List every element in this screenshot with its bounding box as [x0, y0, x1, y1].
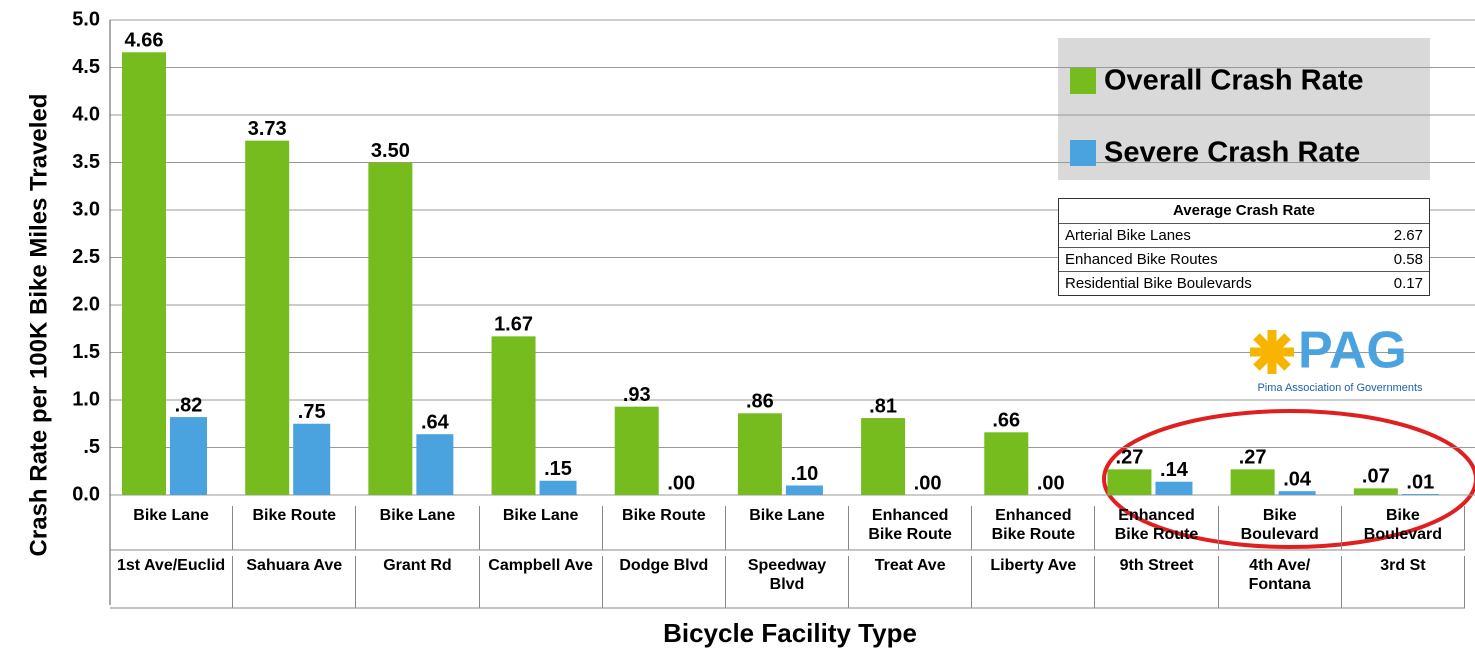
- legend-label: Overall Crash Rate: [1104, 65, 1364, 97]
- value-label: 1.67: [494, 314, 533, 336]
- bar: [614, 406, 659, 495]
- bar: [491, 336, 536, 495]
- value-label: .81: [869, 395, 897, 417]
- value-label: .75: [298, 401, 326, 423]
- value-label: 3.73: [248, 118, 287, 140]
- bar: [984, 432, 1029, 495]
- facility-type: Bike Boulevard: [1219, 506, 1342, 550]
- y-tick-label: 1.0: [72, 388, 100, 410]
- inset-row: Arterial Bike Lanes 2.67: [1059, 223, 1429, 247]
- value-label: .14: [1160, 459, 1189, 481]
- logo-caption: Pima Association of Governments: [1257, 382, 1423, 394]
- facility-type: Enhanced Bike Route: [1095, 506, 1219, 550]
- inset-row: Residential Bike Boulevards 0.17: [1059, 271, 1429, 295]
- value-label: .04: [1283, 468, 1312, 490]
- legend-box: [1058, 38, 1430, 180]
- y-tick-label: 3.5: [72, 151, 100, 173]
- value-label: .64: [421, 411, 450, 433]
- value-label: .82: [175, 394, 203, 416]
- facility-type: Bike Route: [233, 506, 357, 550]
- x-axis-label: Bicycle Facility Type: [663, 618, 917, 648]
- y-tick-label: 2.0: [72, 293, 100, 315]
- bar: [737, 413, 782, 495]
- category-label: Speedway Blvd: [726, 556, 850, 608]
- highlight-ellipse: [1102, 409, 1475, 549]
- value-label: 3.50: [371, 140, 410, 162]
- category-label: Grant Rd: [356, 556, 480, 608]
- bar: [1278, 491, 1316, 495]
- facility-type: Bike Lane: [480, 506, 603, 550]
- category-label: 1st Ave/Euclid: [110, 556, 234, 608]
- bar: [539, 480, 577, 495]
- legend-swatch: [1070, 140, 1096, 166]
- value-label: .07: [1362, 466, 1390, 488]
- bar: [416, 434, 454, 495]
- category-label: Campbell Ave: [480, 556, 603, 608]
- value-label: .00: [914, 472, 942, 494]
- bar: [861, 418, 906, 495]
- category-label: Sahuara Ave: [233, 556, 357, 608]
- legend-label: Severe Crash Rate: [1104, 137, 1360, 169]
- bar: [785, 485, 823, 495]
- value-label: .66: [992, 410, 1020, 432]
- facility-type: Bike Lane: [726, 506, 850, 550]
- y-tick-label: .5: [83, 436, 100, 458]
- value-label: .15: [544, 458, 572, 480]
- facility-type: Enhanced Bike Route: [972, 506, 1096, 550]
- value-label: .86: [746, 391, 774, 413]
- category-label: Treat Ave: [849, 556, 973, 608]
- bar: [1401, 494, 1439, 495]
- bar: [368, 162, 413, 495]
- value-label: .93: [623, 384, 651, 406]
- bar: [170, 417, 207, 495]
- bar: [1107, 469, 1152, 495]
- category-label: Dodge Blvd: [603, 556, 726, 608]
- facility-type: Bike Boulevard: [1342, 506, 1465, 550]
- facility-type: Bike Lane: [110, 506, 234, 550]
- inset-title: Average Crash Rate: [1172, 202, 1315, 219]
- y-tick-label: 0.0: [72, 483, 100, 505]
- inset-row: Enhanced Bike Routes 0.58: [1059, 247, 1429, 271]
- bar: [122, 52, 166, 496]
- category-label: 3rd St: [1342, 556, 1465, 608]
- value-label: 4.66: [125, 30, 164, 52]
- value-label: .01: [1406, 471, 1434, 493]
- value-label: .00: [1037, 472, 1065, 494]
- inset-cell: Arterial Bike Lanes: [1065, 227, 1191, 244]
- value-label: .27: [1239, 447, 1267, 469]
- bar: [245, 140, 290, 495]
- category-label: 9th Street: [1095, 556, 1219, 608]
- inset-cell: 0.17: [1393, 275, 1423, 292]
- legend-swatch: [1070, 68, 1096, 94]
- bar: [1230, 469, 1275, 495]
- y-axis-label: Crash Rate per 100K Bike Miles Traveled: [25, 94, 52, 557]
- y-tick-label: 4.5: [72, 56, 100, 78]
- y-tick-label: 4.0: [72, 103, 100, 125]
- facility-type: Bike Lane: [356, 506, 480, 550]
- category-label: Liberty Ave: [972, 556, 1096, 608]
- value-label: .00: [667, 472, 695, 494]
- bar: [1155, 481, 1193, 495]
- facility-type: Enhanced Bike Route: [849, 506, 973, 550]
- inset-cell: Residential Bike Boulevards: [1065, 275, 1252, 292]
- y-tick-label: 1.5: [72, 341, 100, 363]
- value-label: .10: [791, 463, 819, 485]
- y-tick-label: 2.5: [72, 246, 100, 268]
- category-label: 4th Ave/ Fontana: [1219, 556, 1342, 608]
- facility-type: Bike Route: [603, 506, 726, 550]
- inset-cell: 0.58: [1393, 251, 1423, 268]
- inset-cell: 2.67: [1393, 227, 1423, 244]
- inset-cell: Enhanced Bike Routes: [1065, 251, 1218, 268]
- bar: [293, 423, 331, 495]
- bar: [1353, 488, 1398, 495]
- inset-table: Average Crash Rate Arterial Bike Lanes 2.6…: [1058, 198, 1430, 296]
- logo-text: PAG: [1298, 322, 1407, 380]
- y-tick-label: 5.0: [72, 8, 100, 30]
- y-tick-label: 3.0: [72, 198, 100, 220]
- logo-sun: [1253, 333, 1291, 371]
- value-label: .27: [1116, 447, 1144, 469]
